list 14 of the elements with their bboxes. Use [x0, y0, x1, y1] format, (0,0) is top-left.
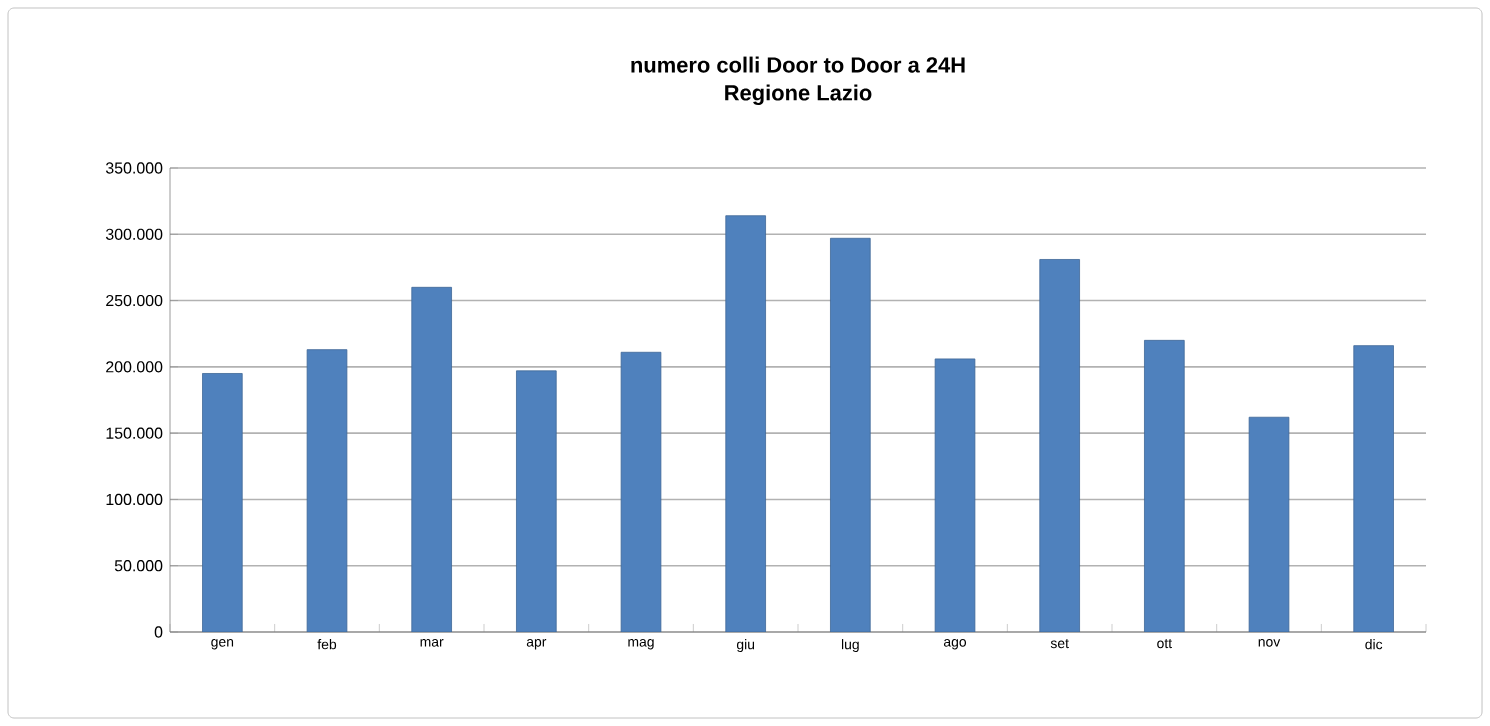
bar [934, 358, 976, 632]
bar [1144, 339, 1185, 632]
bar [516, 370, 557, 632]
bar [1353, 345, 1394, 632]
chart-subtitle: Regione Lazio [725, 84, 872, 106]
bar [202, 373, 243, 632]
bar [306, 349, 348, 632]
bar [1248, 416, 1290, 632]
bar [620, 351, 662, 632]
bar [1039, 259, 1080, 632]
bar [411, 286, 452, 632]
chart-title: numero colli Door to Door a 24H [631, 56, 965, 73]
bar [830, 237, 871, 632]
bar [725, 215, 766, 632]
